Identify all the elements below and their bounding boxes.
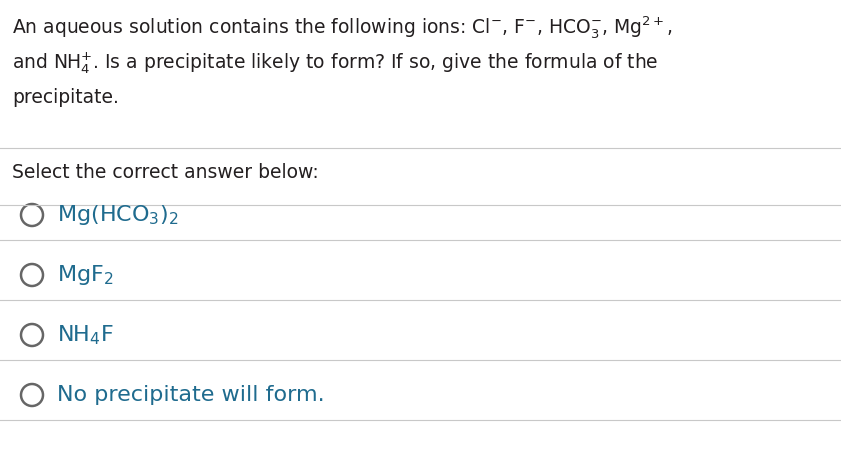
Text: Select the correct answer below:: Select the correct answer below: (12, 163, 319, 182)
Text: NH$_4$F: NH$_4$F (57, 323, 114, 347)
Text: No precipitate will form.: No precipitate will form. (57, 385, 325, 405)
Text: precipitate.: precipitate. (12, 88, 119, 107)
Text: and NH$_{4}^{+}$. Is a precipitate likely to form? If so, give the formula of th: and NH$_{4}^{+}$. Is a precipitate likel… (12, 50, 659, 76)
Text: MgF$_2$: MgF$_2$ (57, 263, 114, 287)
Text: Mg(HCO$_3$)$_2$: Mg(HCO$_3$)$_2$ (57, 203, 178, 227)
Text: An aqueous solution contains the following ions: Cl$^{-}$, F$^{-}$, HCO$_{3}^{-}: An aqueous solution contains the followi… (12, 14, 673, 41)
